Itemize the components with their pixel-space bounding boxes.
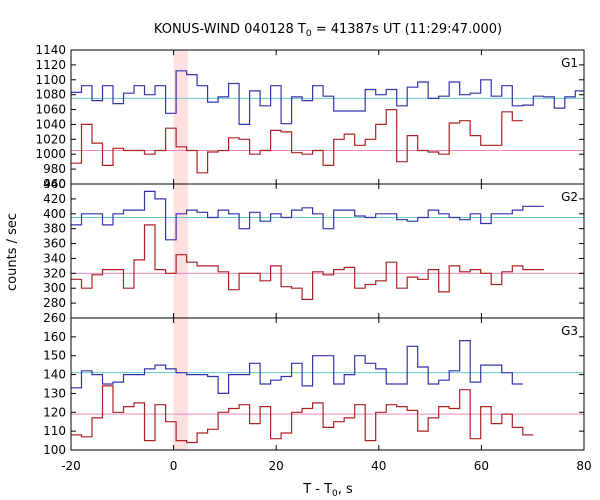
y-tick-label: 980 <box>43 162 66 176</box>
y-tick-label: 110 <box>43 424 66 438</box>
series-lower-histogram <box>71 385 534 444</box>
x-tick-label: 0 <box>170 459 178 473</box>
y-axis-label: counts / sec <box>5 213 20 291</box>
x-tick-label: 60 <box>474 459 489 473</box>
y-tick-label: 160 <box>43 330 66 344</box>
y-tick-label: 130 <box>43 386 66 400</box>
y-tick-label: 140 <box>43 368 66 382</box>
panel-g3: 100 110 120 130 140 150 160 G3 <box>43 317 585 457</box>
y-tick-label: 960 <box>43 177 66 191</box>
y-tick-label: 440 <box>43 177 66 191</box>
y-tick-label: 1100 <box>35 73 66 87</box>
y-tick-label: 420 <box>43 192 66 206</box>
y-tick-label: 1060 <box>35 103 66 117</box>
x-tick-label: -20 <box>61 459 81 473</box>
panel-label: G1 <box>561 56 578 70</box>
y-tick-label: 150 <box>43 349 66 363</box>
panel-label: G3 <box>561 324 578 338</box>
y-tick-label: 1140 <box>35 43 66 57</box>
y-tick-label: 360 <box>43 237 66 251</box>
series-upper-histogram <box>71 70 584 125</box>
y-tick-label: 1040 <box>35 117 66 131</box>
y-tick-label: 100 <box>43 443 66 457</box>
y-tick-label: 1120 <box>35 58 66 72</box>
panel-label: G2 <box>561 190 578 204</box>
y-tick-label: 1000 <box>35 147 66 161</box>
y-tick-label: 1080 <box>35 88 66 102</box>
y-tick-label: 400 <box>43 207 66 221</box>
x-tick-label: 80 <box>576 459 591 473</box>
x-tick-label: 40 <box>371 459 386 473</box>
x-axis-label: T - T0, s <box>302 482 353 499</box>
series-upper-histogram <box>71 190 544 241</box>
y-tick-label: 1020 <box>35 132 66 146</box>
panel-frame <box>70 317 585 451</box>
y-tick-label: 340 <box>43 251 66 265</box>
y-tick-label: 320 <box>43 266 66 280</box>
y-tick-label: 120 <box>43 405 66 419</box>
panel-frame <box>70 183 585 319</box>
series-lower-histogram <box>71 224 544 300</box>
plot-area: 96098010001020104010601080110011201140G1… <box>35 43 591 473</box>
series-upper-histogram <box>71 340 523 394</box>
chart-title: KONUS-WIND 040128 T0 = 41387s UT (11:29:… <box>154 22 502 39</box>
y-tick-label: 280 <box>43 296 66 310</box>
panel-frame <box>70 49 585 185</box>
y-tick-label: 380 <box>43 222 66 236</box>
y-tick-label: 300 <box>43 281 66 295</box>
series-lower-histogram <box>71 109 523 174</box>
y-tick-label: 260 <box>43 311 66 325</box>
x-tick-label: 20 <box>269 459 284 473</box>
